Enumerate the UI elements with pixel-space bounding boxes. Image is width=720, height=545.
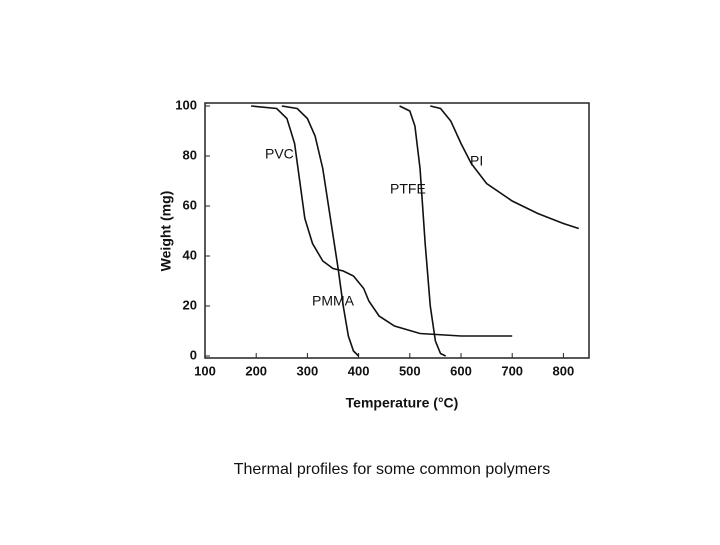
series-label: PMMA xyxy=(312,293,355,309)
series-label: PTFE xyxy=(390,181,426,197)
series-label: PVC xyxy=(265,146,294,162)
plot-frame xyxy=(204,102,590,359)
x-tick-label: 500 xyxy=(399,363,421,378)
caption: Thermal profiles for some common polymer… xyxy=(234,461,551,478)
x-tick-label: 800 xyxy=(553,363,575,378)
y-tick-label: 0 xyxy=(190,347,197,362)
y-tick-label: 80 xyxy=(183,147,197,162)
y-tick-label: 20 xyxy=(183,297,197,312)
x-tick-label: 400 xyxy=(348,363,370,378)
y-tick-label: 60 xyxy=(183,197,197,212)
x-tick-label: 200 xyxy=(245,363,267,378)
x-tick-label: 700 xyxy=(501,363,523,378)
y-tick-label: 40 xyxy=(183,247,197,262)
y-axis-label: Weight (mg) xyxy=(158,191,174,272)
x-tick-label: 100 xyxy=(194,363,216,378)
x-tick-label: 600 xyxy=(450,363,472,378)
x-axis-label: Temperature (°C) xyxy=(346,395,459,411)
series-line xyxy=(430,105,580,230)
series-line xyxy=(399,105,446,357)
series-label: PI xyxy=(470,153,483,169)
y-tick-label: 100 xyxy=(175,97,197,112)
x-tick-label: 300 xyxy=(297,363,319,378)
series-line xyxy=(281,105,360,357)
